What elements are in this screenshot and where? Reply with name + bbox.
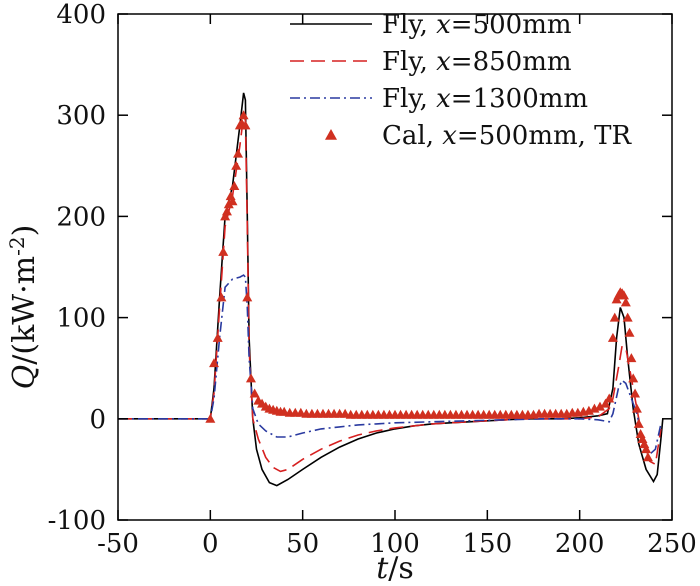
cal-marker [240, 120, 251, 130]
cal-marker [624, 327, 635, 337]
cal-marker [607, 332, 618, 342]
x-axis-title-unit: /s [388, 551, 414, 586]
x-tick-label: 50 [286, 529, 319, 559]
cal-marker [626, 353, 637, 363]
legend-label-suffix: =500mm, TR [457, 121, 633, 151]
cal-marker [242, 292, 253, 302]
legend-label-prefix: Fly, [382, 47, 436, 77]
cal-marker [594, 401, 605, 411]
series-line-0 [118, 92, 664, 487]
cal-marker [216, 292, 227, 302]
x-axis-title-var: t [376, 551, 389, 586]
legend-label-suffix: =850mm [451, 47, 572, 77]
series-cal-markers [205, 110, 653, 462]
ticks-layer: -50 0 50 100 150 200 250 -100 0 100 200 300 400 [48, 0, 697, 559]
cal-marker [249, 388, 260, 398]
cal-marker [205, 413, 216, 423]
y-axis-title-close: ) [7, 225, 42, 237]
legend-label: Fly, x=500mm [382, 10, 572, 40]
cal-marker [238, 110, 249, 120]
cal-marker [641, 444, 652, 454]
series-line-2 [118, 274, 662, 456]
cal-marker [221, 206, 232, 216]
y-tick-label: 100 [56, 304, 106, 334]
legend-label-var: x [436, 84, 451, 114]
cal-marker [212, 332, 223, 342]
legend-label-var: x [436, 10, 451, 40]
x-tick-label: 0 [202, 529, 219, 559]
legend-label-prefix: Fly, [382, 84, 436, 114]
x-axis-title: t/s [376, 551, 414, 586]
legend-marker-cal [325, 129, 337, 140]
cal-marker [628, 373, 639, 383]
cal-marker [633, 418, 644, 428]
y-tick-label: -100 [48, 506, 106, 536]
y-axis-title-var: Q [7, 365, 42, 390]
y-tick-label: 300 [56, 101, 106, 131]
cal-marker [600, 398, 611, 408]
cal-marker [604, 393, 615, 403]
cal-marker [220, 211, 231, 221]
y-axis-title-unit: /(kW·m [7, 256, 42, 365]
cal-marker [622, 312, 633, 322]
cal-marker [609, 312, 620, 322]
cal-marker [618, 290, 629, 300]
y-axis-title-sup: -2 [5, 236, 29, 255]
cal-marker [225, 191, 236, 201]
cal-marker [245, 373, 256, 383]
cal-marker [642, 452, 653, 462]
cal-marker [231, 160, 242, 170]
legend-label-var: x [436, 47, 451, 77]
cal-marker [630, 388, 641, 398]
x-tick-label: -50 [97, 529, 139, 559]
y-axis-title: Q/(kW·m-2) [5, 225, 42, 390]
y-tick-label: 400 [56, 0, 106, 30]
series-layer [118, 92, 664, 487]
cal-marker [620, 297, 631, 307]
legend-label-var: x [442, 121, 457, 151]
y-tick-label: 0 [89, 405, 106, 435]
cal-marker [218, 246, 229, 256]
legend-label-prefix: Fly, [382, 10, 436, 40]
legend-label: Fly, x=1300mm [382, 84, 588, 114]
legend-label-suffix: =1300mm [451, 84, 588, 114]
legend-label-prefix: Cal, [382, 121, 442, 151]
x-tick-label: 100 [370, 529, 420, 559]
cal-marker [227, 196, 238, 206]
legend-label-suffix: =500mm [451, 10, 572, 40]
cal-marker [631, 403, 642, 413]
y-tick-label: 200 [56, 202, 106, 232]
legend-label: Fly, x=850mm [382, 47, 572, 77]
x-tick-label: 150 [463, 529, 513, 559]
cal-marker [209, 358, 220, 368]
cal-marker [229, 181, 240, 191]
x-tick-label: 250 [647, 529, 697, 559]
x-tick-label: 200 [555, 529, 605, 559]
legend-label: Cal, x=500mm, TR [382, 121, 633, 151]
cal-marker [233, 148, 244, 158]
